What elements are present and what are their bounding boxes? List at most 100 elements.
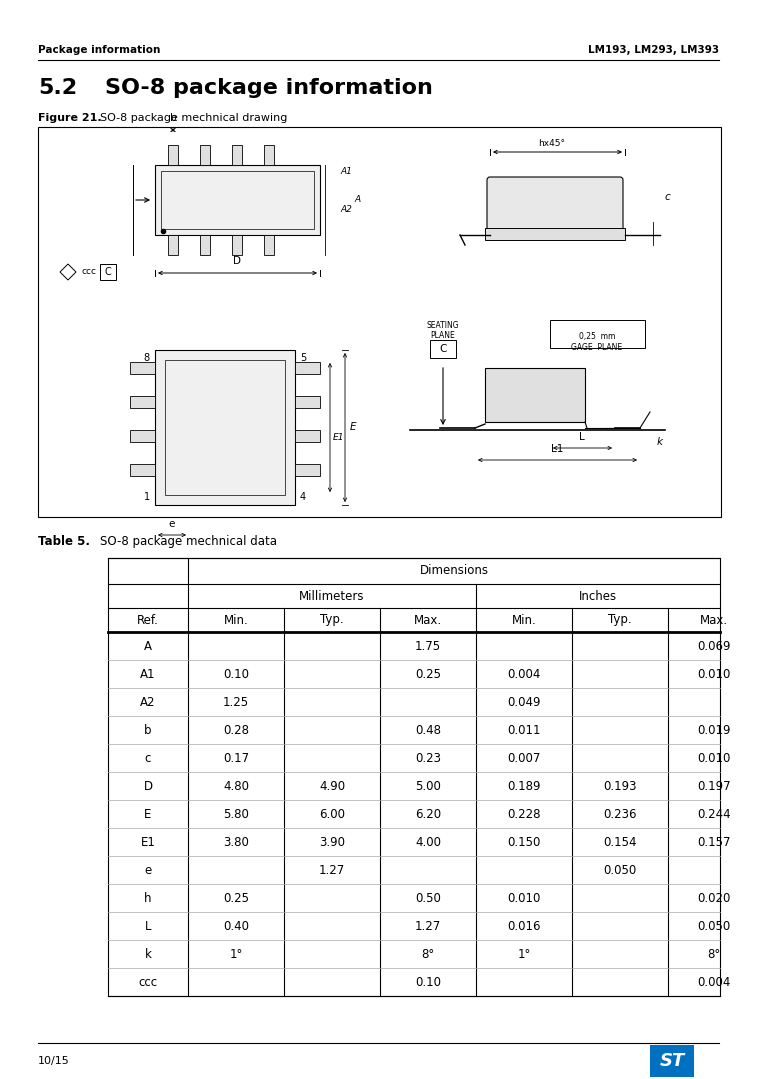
Text: Min.: Min. bbox=[223, 614, 248, 627]
Text: c: c bbox=[145, 751, 151, 765]
Text: Dimensions: Dimensions bbox=[419, 564, 488, 577]
Text: A: A bbox=[144, 640, 152, 653]
Bar bbox=[295, 361, 320, 374]
Text: Millimeters: Millimeters bbox=[299, 589, 365, 602]
Bar bbox=[38, 127, 721, 517]
Text: 0.17: 0.17 bbox=[223, 751, 249, 765]
Text: 8°: 8° bbox=[422, 947, 435, 960]
Bar bbox=[430, 340, 456, 358]
Text: 4.00: 4.00 bbox=[415, 835, 441, 848]
Polygon shape bbox=[650, 1044, 694, 1077]
Text: ccc: ccc bbox=[82, 268, 97, 276]
Text: A2: A2 bbox=[140, 696, 156, 709]
Text: 4.80: 4.80 bbox=[223, 779, 249, 792]
Bar bbox=[155, 165, 320, 235]
Bar bbox=[108, 558, 720, 996]
FancyBboxPatch shape bbox=[487, 177, 623, 233]
Text: E: E bbox=[350, 423, 357, 433]
Text: 1.75: 1.75 bbox=[415, 640, 441, 653]
Text: 0.154: 0.154 bbox=[603, 835, 637, 848]
Text: E: E bbox=[145, 807, 151, 820]
Text: C: C bbox=[439, 344, 447, 354]
Text: LM193, LM293, LM393: LM193, LM293, LM393 bbox=[588, 45, 719, 55]
Text: h: h bbox=[145, 891, 151, 904]
Text: 4.90: 4.90 bbox=[319, 779, 345, 792]
Text: SO-8 package mechnical data: SO-8 package mechnical data bbox=[100, 535, 277, 548]
Text: Table 5.: Table 5. bbox=[38, 535, 90, 548]
Bar bbox=[295, 396, 320, 408]
Text: 0.004: 0.004 bbox=[507, 668, 540, 681]
Text: 5: 5 bbox=[300, 353, 307, 363]
Text: L: L bbox=[145, 919, 151, 932]
Text: 0.010: 0.010 bbox=[697, 751, 731, 765]
Bar bbox=[130, 431, 155, 442]
Bar bbox=[295, 431, 320, 442]
Text: 0.189: 0.189 bbox=[507, 779, 540, 792]
Text: 0.019: 0.019 bbox=[697, 724, 731, 737]
Text: 0.10: 0.10 bbox=[223, 668, 249, 681]
Text: SO-8 package mechnical drawing: SO-8 package mechnical drawing bbox=[100, 113, 288, 123]
Text: Min.: Min. bbox=[512, 614, 537, 627]
Bar bbox=[232, 145, 242, 165]
Text: 0.228: 0.228 bbox=[507, 807, 540, 820]
Text: C: C bbox=[104, 267, 111, 277]
Text: 0.020: 0.020 bbox=[697, 891, 731, 904]
Text: 0.50: 0.50 bbox=[415, 891, 441, 904]
Text: 0.016: 0.016 bbox=[507, 919, 540, 932]
Text: 0.25: 0.25 bbox=[415, 668, 441, 681]
Text: E1: E1 bbox=[333, 433, 344, 442]
Bar bbox=[100, 264, 116, 279]
Text: 5.80: 5.80 bbox=[223, 807, 249, 820]
Text: A: A bbox=[354, 195, 360, 205]
Text: e: e bbox=[169, 519, 175, 529]
Text: 8: 8 bbox=[144, 353, 150, 363]
Text: 0.25: 0.25 bbox=[223, 891, 249, 904]
FancyBboxPatch shape bbox=[485, 368, 585, 422]
Bar bbox=[550, 320, 645, 349]
Text: 3.90: 3.90 bbox=[319, 835, 345, 848]
Text: D: D bbox=[233, 256, 241, 267]
Bar bbox=[168, 235, 178, 255]
Text: PLANE: PLANE bbox=[431, 331, 456, 340]
Text: D: D bbox=[143, 779, 153, 792]
Text: GAGE  PLANE: GAGE PLANE bbox=[572, 343, 622, 353]
Text: 0.48: 0.48 bbox=[415, 724, 441, 737]
Text: 0.007: 0.007 bbox=[507, 751, 540, 765]
Text: ccc: ccc bbox=[139, 975, 157, 988]
Text: Ref.: Ref. bbox=[137, 614, 159, 627]
Text: 6.20: 6.20 bbox=[415, 807, 441, 820]
Text: 0.10: 0.10 bbox=[415, 975, 441, 988]
Bar bbox=[485, 228, 625, 240]
Text: e: e bbox=[145, 863, 151, 876]
Text: k: k bbox=[657, 437, 663, 447]
Text: 5.00: 5.00 bbox=[415, 779, 441, 792]
Text: A1: A1 bbox=[340, 167, 352, 177]
Text: Max.: Max. bbox=[414, 614, 442, 627]
Text: 0.28: 0.28 bbox=[223, 724, 249, 737]
Text: Typ.: Typ. bbox=[608, 614, 632, 627]
Text: k: k bbox=[145, 947, 151, 960]
Text: 1.25: 1.25 bbox=[223, 696, 249, 709]
Text: 8°: 8° bbox=[707, 947, 721, 960]
Text: A2: A2 bbox=[340, 205, 352, 215]
Text: Inches: Inches bbox=[579, 589, 617, 602]
Text: 0,25  mm: 0,25 mm bbox=[579, 331, 615, 341]
Text: Typ.: Typ. bbox=[320, 614, 344, 627]
Text: 0.010: 0.010 bbox=[697, 668, 731, 681]
Bar bbox=[232, 235, 242, 255]
Text: 1.27: 1.27 bbox=[319, 863, 345, 876]
Text: SO-8 package information: SO-8 package information bbox=[105, 78, 433, 98]
Text: 1°: 1° bbox=[517, 947, 531, 960]
Bar bbox=[165, 360, 285, 495]
Text: hx45°: hx45° bbox=[538, 139, 565, 148]
Text: 5.2: 5.2 bbox=[38, 78, 77, 98]
Text: 0.244: 0.244 bbox=[697, 807, 731, 820]
Text: Package information: Package information bbox=[38, 45, 160, 55]
Text: 0.050: 0.050 bbox=[697, 919, 731, 932]
Text: c: c bbox=[665, 192, 671, 203]
Text: SEATING: SEATING bbox=[427, 320, 459, 330]
Text: 1°: 1° bbox=[229, 947, 243, 960]
Text: 0.197: 0.197 bbox=[697, 779, 731, 792]
Text: 0.069: 0.069 bbox=[697, 640, 731, 653]
Bar bbox=[200, 145, 210, 165]
